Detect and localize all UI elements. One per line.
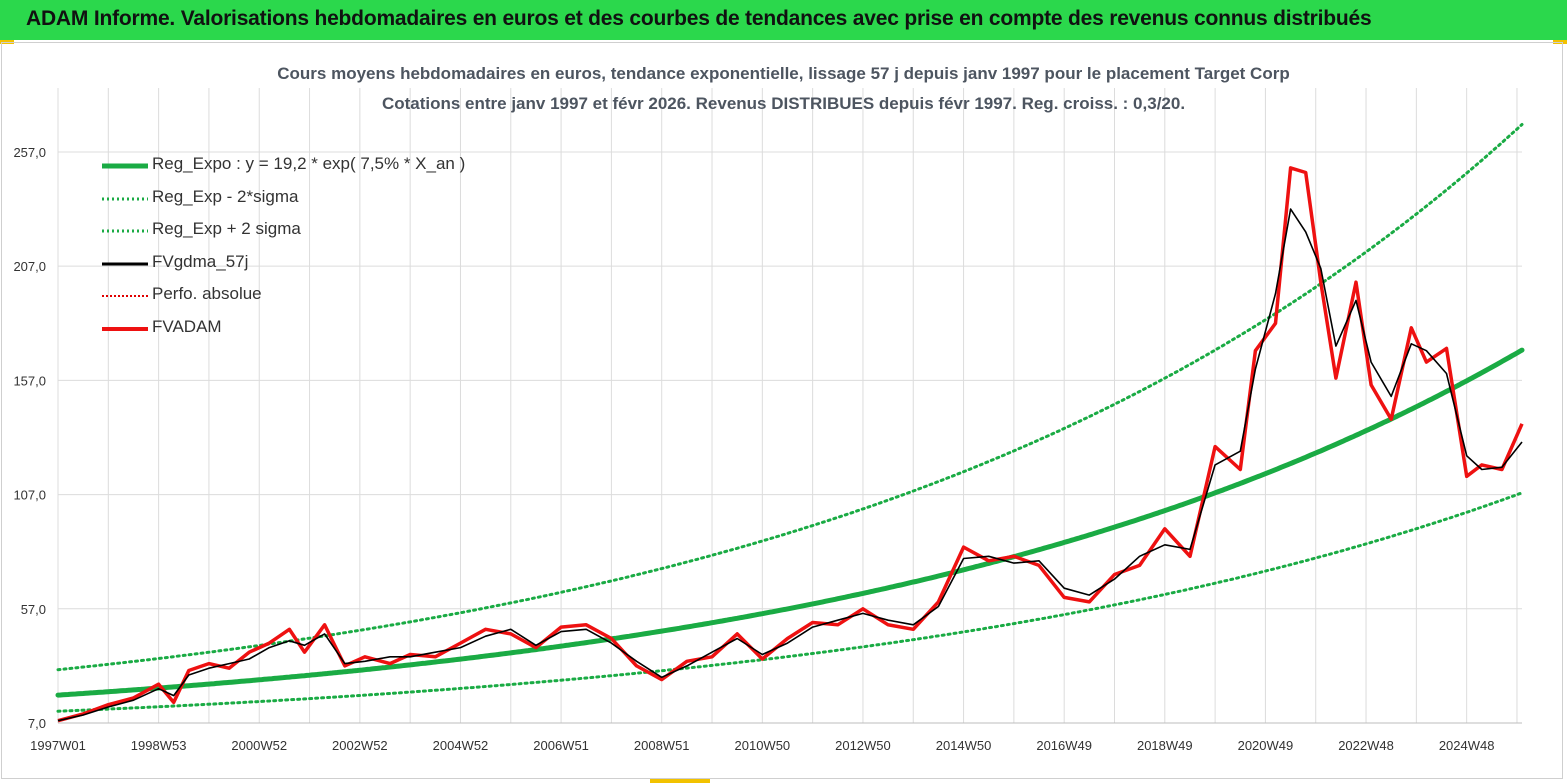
legend-label-reg-expo: Reg_Expo : y = 19,2 * exp( 7,5% * X_an ): [152, 154, 466, 173]
x-tick-label: 2016W49: [1036, 738, 1092, 753]
x-tick-label: 2014W50: [936, 738, 992, 753]
legend-label-fvgdma: FVgdma_57j: [152, 251, 249, 271]
tick-labels: 7,0 57,0 107,0 157,0 207,0 257,0 1997W01 1998W5…: [13, 145, 1494, 753]
x-tick-label: 2004W52: [433, 738, 489, 753]
legend-swatch-fvadam: [102, 326, 148, 331]
legend-swatch-perfo: [102, 295, 148, 298]
y-tick-label: 57,0: [21, 602, 46, 617]
x-tick-label: 2000W52: [231, 738, 287, 753]
x-tick-label: 2018W49: [1137, 738, 1193, 753]
grid-lines: [57, 88, 1522, 724]
x-tick-label: 2006W51: [533, 738, 589, 753]
y-tick-label: 157,0: [13, 373, 46, 388]
x-tick-label: 1997W01: [30, 738, 86, 753]
series-fvadam: [57, 166, 1524, 723]
report-banner: ADAM Informe. Valorisations hebdomadaire…: [0, 0, 1567, 40]
legend-swatch-reg-expo: [102, 163, 148, 169]
legend-label-reg-plus: Reg_Exp + 2 sigma: [152, 219, 301, 239]
series-reg-expo: [55, 347, 1525, 698]
x-tick-label: 2012W50: [835, 738, 891, 753]
y-tick-label: 7,0: [28, 716, 46, 731]
legend-swatch-fvgdma: [102, 262, 148, 266]
legend-label-reg-minus: Reg_Exp - 2*sigma: [152, 186, 299, 206]
x-tick-label: 2002W52: [332, 738, 388, 753]
x-tick-label: 2008W51: [634, 738, 690, 753]
legend-swatch-reg-plus: [102, 229, 148, 233]
x-tick-label: 2024W48: [1439, 738, 1495, 753]
y-tick-label: 207,0: [13, 259, 46, 274]
x-tick-label: 1998W53: [131, 738, 187, 753]
series-layer: [55, 123, 1525, 723]
chart-frame: [1, 42, 1563, 779]
legend-label-perfo: Perfo. absolue: [152, 284, 262, 304]
x-tick-label: 2022W48: [1338, 738, 1394, 753]
chart-subtitle: Cotations entre janv 1997 et févr 2026. …: [381, 94, 1186, 113]
series-reg-exp-minus-2sigma: [56, 491, 1524, 713]
series-fvgdma-57j: [57, 208, 1523, 722]
corner-mark-bottom: [650, 779, 710, 783]
legend-swatch-reg-minus: [102, 197, 148, 201]
report-title: ADAM Informe. Valorisations hebdomadaire…: [26, 7, 1372, 30]
x-tick-label: 2010W50: [735, 738, 791, 753]
y-tick-label: 107,0: [13, 488, 46, 503]
y-tick-label: 257,0: [13, 145, 46, 160]
x-tick-label: 2020W49: [1238, 738, 1294, 753]
chart-title: Cours moyens hebdomadaires en euros, ten…: [277, 64, 1290, 83]
legend-label-fvadam: FVADAM: [152, 316, 222, 336]
